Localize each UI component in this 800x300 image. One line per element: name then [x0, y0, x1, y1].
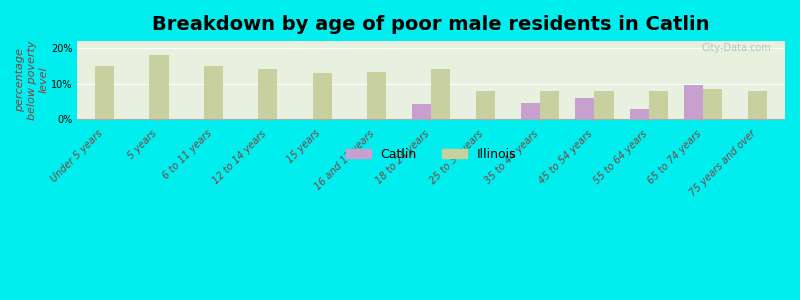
- Bar: [684, 85, 703, 119]
- Title: Breakdown by age of poor male residents in Catlin: Breakdown by age of poor male residents …: [153, 15, 710, 34]
- Legend: Catlin, Illinois: Catlin, Illinois: [341, 143, 522, 166]
- Bar: [540, 91, 559, 119]
- Bar: [748, 91, 767, 119]
- Bar: [630, 109, 649, 119]
- Bar: [150, 55, 169, 119]
- Bar: [412, 104, 431, 119]
- Bar: [431, 70, 450, 119]
- Bar: [204, 66, 223, 119]
- Bar: [258, 70, 278, 119]
- Bar: [521, 103, 540, 119]
- Bar: [649, 91, 668, 119]
- Bar: [95, 66, 114, 119]
- Bar: [313, 73, 332, 119]
- Bar: [703, 89, 722, 119]
- Bar: [367, 72, 386, 119]
- Bar: [575, 98, 594, 119]
- Bar: [476, 91, 495, 119]
- Text: City-Data.com: City-Data.com: [701, 44, 771, 53]
- Bar: [594, 91, 614, 119]
- Y-axis label: percentage
below poverty
level: percentage below poverty level: [15, 40, 48, 120]
